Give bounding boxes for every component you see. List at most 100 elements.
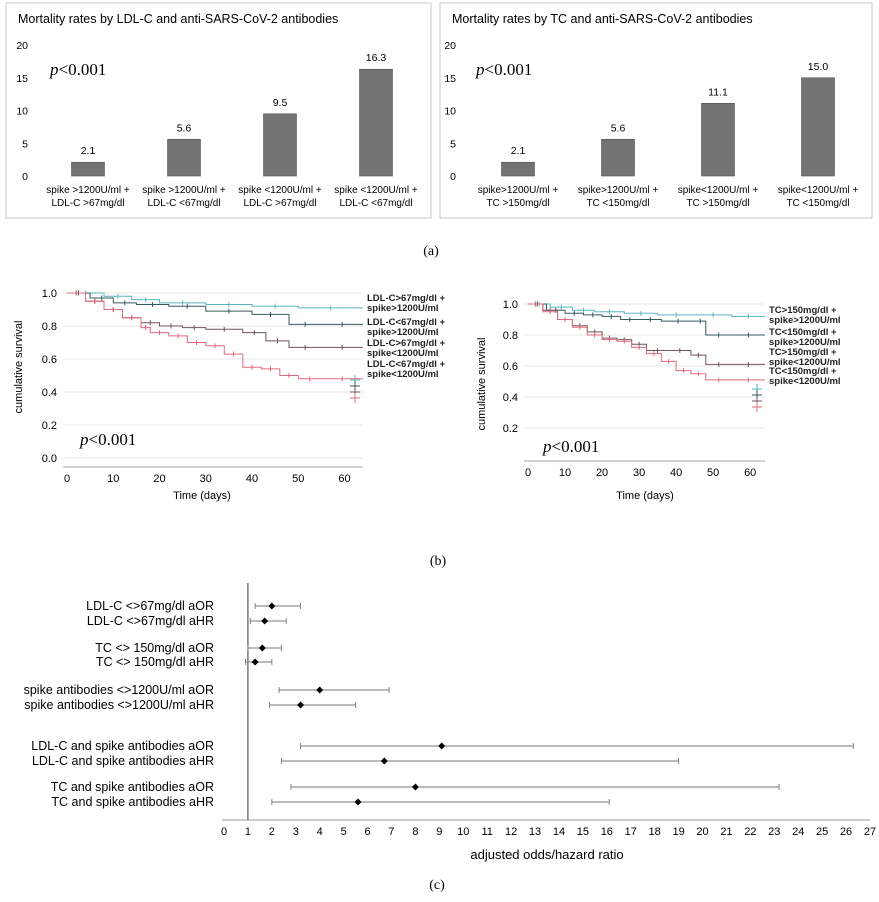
x-category-label: spike >1200U/ml + <box>46 185 130 196</box>
forest-row-label: LDL-C <>67mg/dl aOR <box>86 599 214 613</box>
x-tick-label: 5 <box>341 826 347 838</box>
survival-chart-tc-ylabel: cumulative survival <box>476 338 488 431</box>
series-label: spike<1200U/ml <box>769 357 841 368</box>
bar <box>71 161 105 177</box>
pvalue-italic: p <box>542 437 552 456</box>
point-estimate <box>258 644 266 652</box>
x-category-label: LDL-C >67mg/dl <box>51 198 124 209</box>
series-label: spike>1200U/ml <box>367 327 439 338</box>
x-tick-label: 19 <box>672 826 684 838</box>
point-estimate <box>261 617 269 625</box>
survival-chart-tc-xlabel: Time (days) <box>616 490 674 502</box>
x-tick-label: 50 <box>707 467 719 479</box>
survival-curve <box>528 303 765 381</box>
pvalue-italic: p <box>79 430 89 449</box>
x-category-label: LDL-C <67mg/dl <box>339 198 412 209</box>
bar-value-label: 16.3 <box>366 52 387 64</box>
bar <box>263 113 297 177</box>
bar-value-label: 15.0 <box>808 61 829 73</box>
x-tick-label: 0 <box>64 473 70 485</box>
survival-chart-ldl-ylabel: cumulative survival <box>13 321 25 414</box>
forest-plot-xlabel: adjusted odds/hazard ratio <box>470 847 623 862</box>
survival-chart-tc: cumulative survival Time (days) p<0.001 … <box>476 299 841 502</box>
series-label: spike>1200U/ml <box>367 303 439 314</box>
forest-plot: adjusted odds/hazard ratio 0 1 2 3 4 5 6 7 8 9 10 1… <box>24 583 876 862</box>
y-tick-label: 0.6 <box>503 361 518 373</box>
y-tick-label: 5 <box>22 138 28 150</box>
series-label: TC<150mg/dl + <box>769 366 837 377</box>
bar <box>501 161 535 177</box>
x-tick-label: 20 <box>596 467 608 479</box>
x-tick-label: 7 <box>388 826 394 838</box>
series-label: spike<1200U/ml <box>769 376 841 387</box>
x-category-label: spike <1200U/ml + <box>238 185 322 196</box>
forest-plot-area: 0 1 2 3 4 5 6 7 8 9 10 11 12 13 14 15 16 17 18 19 20 21 22 23 24… <box>24 583 876 838</box>
forest-row-label: TC <> 150mg/dl aHR <box>96 655 214 669</box>
survival-chart-ldl-plot: 0.0 0.2 0.4 0.6 0.8 1.0 0 10 20 30 40 50 60 LDL-C>67m… <box>42 288 446 485</box>
x-tick-label: 17 <box>625 826 637 838</box>
y-tick-label: 0.8 <box>42 321 57 333</box>
x-category-label: spike>1200U/ml + <box>578 185 659 196</box>
x-category-label: spike>1200U/ml + <box>478 185 559 196</box>
x-category-label: spike >1200U/ml + <box>142 185 226 196</box>
x-tick-label: 12 <box>505 826 517 838</box>
pvalue-rest: <0.001 <box>89 430 137 449</box>
x-tick-label: 20 <box>153 473 165 485</box>
bar-value-label: 2.1 <box>511 145 526 157</box>
survival-chart-ldl-xlabel: Time (days) <box>173 490 231 502</box>
x-tick-label: 30 <box>200 473 212 485</box>
series-label: TC<150mg/dl + <box>769 327 837 338</box>
x-tick-label: 1 <box>245 826 251 838</box>
series-label: TC>150mg/dl + <box>769 305 837 316</box>
y-tick-label: 20 <box>16 40 28 52</box>
x-tick-label: 8 <box>412 826 418 838</box>
y-tick-label: 1.0 <box>42 288 57 300</box>
series-label: spike>1200U/ml <box>769 315 841 326</box>
bar <box>167 139 201 177</box>
y-tick-label: 0.0 <box>42 453 57 465</box>
y-tick-label: 15 <box>444 73 456 85</box>
bar-value-label: 5.6 <box>611 122 626 134</box>
y-tick-label: 0.2 <box>503 423 518 435</box>
bar <box>601 139 635 177</box>
x-category-label: spike <1200U/ml + <box>334 185 418 196</box>
pvalue-rest: <0.001 <box>59 60 107 79</box>
x-tick-label: 11 <box>481 826 492 838</box>
y-tick-label: 10 <box>16 106 28 118</box>
survival-chart-ldl: cumulative survival Time (days) p<0.001 … <box>13 288 446 502</box>
x-tick-label: 3 <box>293 826 299 838</box>
forest-row-label: TC and spike antibodies aHR <box>51 795 214 809</box>
x-tick-label: 60 <box>338 473 350 485</box>
x-tick-label: 22 <box>744 826 756 838</box>
y-tick-label: 0.2 <box>42 420 57 432</box>
x-tick-label: 0 <box>525 467 531 479</box>
series-label: spike<1200U/ml <box>367 369 439 380</box>
y-tick-label: 0.4 <box>42 387 57 399</box>
series-label: LDL-C<67mg/dl + <box>367 317 446 328</box>
series-label: spike<1200U/ml <box>367 348 439 359</box>
pvalue-italic: p <box>49 60 59 79</box>
bar <box>801 77 835 177</box>
y-tick-label: 0.8 <box>503 330 518 342</box>
x-tick-label: 16 <box>601 826 613 838</box>
forest-row-label: TC and spike antibodies aOR <box>51 780 214 794</box>
x-category-label: TC <150mg/dl <box>586 198 649 209</box>
x-tick-label: 23 <box>768 826 780 838</box>
y-tick-label: 0.6 <box>42 354 57 366</box>
x-tick-label: 13 <box>529 826 541 838</box>
x-category-label: LDL-C <67mg/dl <box>147 198 220 209</box>
bar <box>701 102 735 177</box>
pvalue-italic: p <box>475 60 485 79</box>
y-tick-label: 20 <box>444 40 456 52</box>
point-estimate <box>438 742 446 750</box>
x-category-label: TC <150mg/dl <box>786 198 849 209</box>
x-tick-label: 40 <box>246 473 258 485</box>
survival-curve <box>67 292 363 348</box>
bar-value-label: 2.1 <box>81 145 96 157</box>
point-estimate <box>380 757 388 765</box>
bar-chart-tc: Mortality rates by TC and anti-SARS-CoV-… <box>439 2 873 219</box>
point-estimate <box>297 701 305 709</box>
pvalue-rest: <0.001 <box>485 60 533 79</box>
bar-chart-tc-pvalue: p<0.001 <box>475 60 532 79</box>
